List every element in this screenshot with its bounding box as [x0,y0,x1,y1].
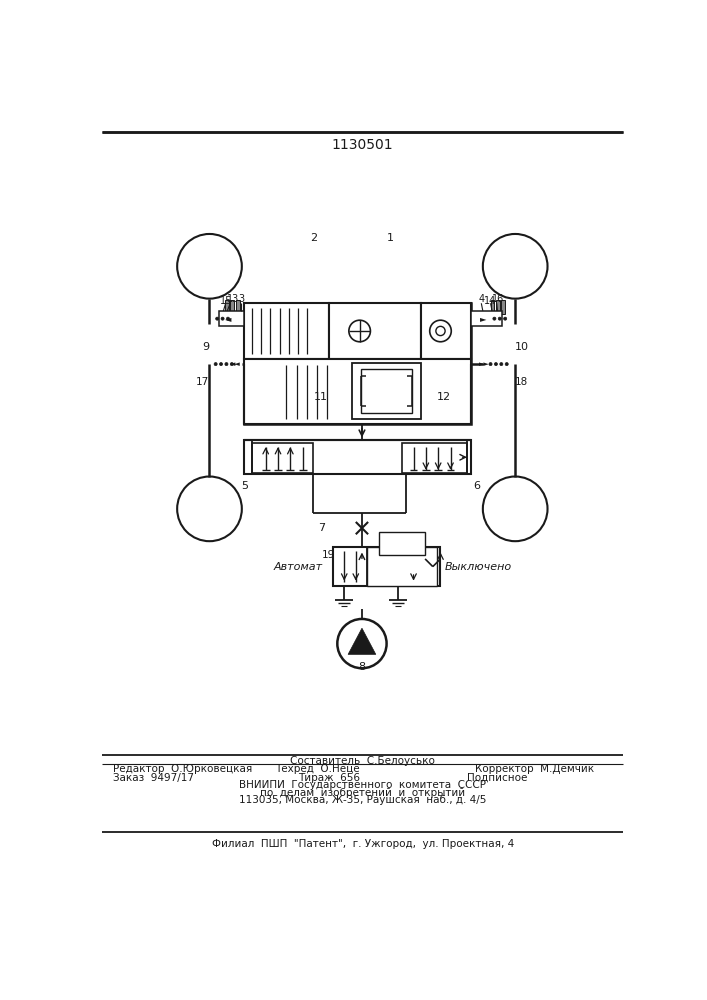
Text: Составитель  С.Белоуськo: Составитель С.Белоуськo [291,756,436,766]
Text: 16: 16 [492,294,504,304]
Bar [235,300,240,314]
Text: Автомат: Автомат [274,562,322,572]
Text: Подписное: Подписное [467,773,528,783]
Circle shape [493,317,496,320]
Bar [496,300,500,314]
Bar [352,363,421,419]
Polygon shape [348,628,376,654]
Bar [244,440,472,474]
Text: ◄: ◄ [225,314,231,323]
Bar [329,303,421,359]
Circle shape [225,363,228,366]
Bar [225,300,229,314]
Circle shape [503,317,507,320]
Bar [361,369,412,413]
Text: 2: 2 [310,233,317,243]
Text: Выключено: Выключено [444,562,511,572]
Circle shape [489,363,492,366]
Text: ◄◄: ◄◄ [230,361,240,367]
Circle shape [500,363,503,366]
Text: Заказ  9497/17: Заказ 9497/17 [113,773,194,783]
Text: 9: 9 [202,342,209,352]
Bar [244,303,329,359]
Bar [244,359,472,424]
Bar [218,311,244,326]
Text: 19: 19 [322,550,335,560]
Text: Филиал  ПШП  "Патент",  г. Ужгород,  ул. Проектная, 4: Филиал ПШП "Патент", г. Ужгород, ул. Про… [211,839,514,849]
Circle shape [506,363,508,366]
Text: ВНИИПИ  Государственного  комитета  СССР: ВНИИПИ Государственного комитета СССР [239,780,486,790]
Text: 6: 6 [473,481,480,491]
Text: 11: 11 [314,392,328,402]
Circle shape [214,363,217,366]
Text: 1130501: 1130501 [332,138,394,152]
Text: Тираж  656: Тираж 656 [298,773,360,783]
Bar [501,300,506,314]
Circle shape [494,363,498,366]
Text: 17: 17 [197,377,209,387]
Bar [244,303,472,424]
Bar [491,300,494,314]
Bar [472,311,502,326]
Text: 3: 3 [239,294,245,304]
Circle shape [216,317,218,320]
Text: ►►: ►► [479,361,490,367]
Bar [333,547,440,586]
Text: 8: 8 [358,662,366,672]
Text: Техред  О.Неце: Техред О.Неце [275,764,360,774]
Bar [421,303,472,359]
Text: 18: 18 [515,377,528,387]
Text: 14: 14 [484,296,496,306]
Circle shape [219,363,223,366]
Text: 13: 13 [226,294,239,304]
Text: 1: 1 [387,233,394,243]
Bar [230,300,234,314]
Bar [252,443,313,473]
Text: 5: 5 [241,481,248,491]
Text: 10: 10 [515,342,529,352]
Text: 7: 7 [318,523,325,533]
Text: 4: 4 [478,294,484,304]
Circle shape [221,317,224,320]
Text: 113035, Москва, Ж-35, Раушская  наб., д. 4/5: 113035, Москва, Ж-35, Раушская наб., д. … [239,795,486,805]
Bar [402,443,467,473]
Bar [368,547,437,586]
Text: Редактор  О.Юрковецкая: Редактор О.Юрковецкая [113,764,252,774]
Text: по  делам  изобретений  и  открытий: по делам изобретений и открытий [260,788,465,798]
Text: Корректор  М.Демчик: Корректор М.Демчик [475,764,595,774]
Circle shape [230,363,233,366]
Circle shape [226,317,230,320]
Bar [379,532,425,555]
Text: 12: 12 [438,392,451,402]
Circle shape [498,317,501,320]
Text: ►: ► [479,314,486,323]
Text: 15: 15 [219,296,232,306]
